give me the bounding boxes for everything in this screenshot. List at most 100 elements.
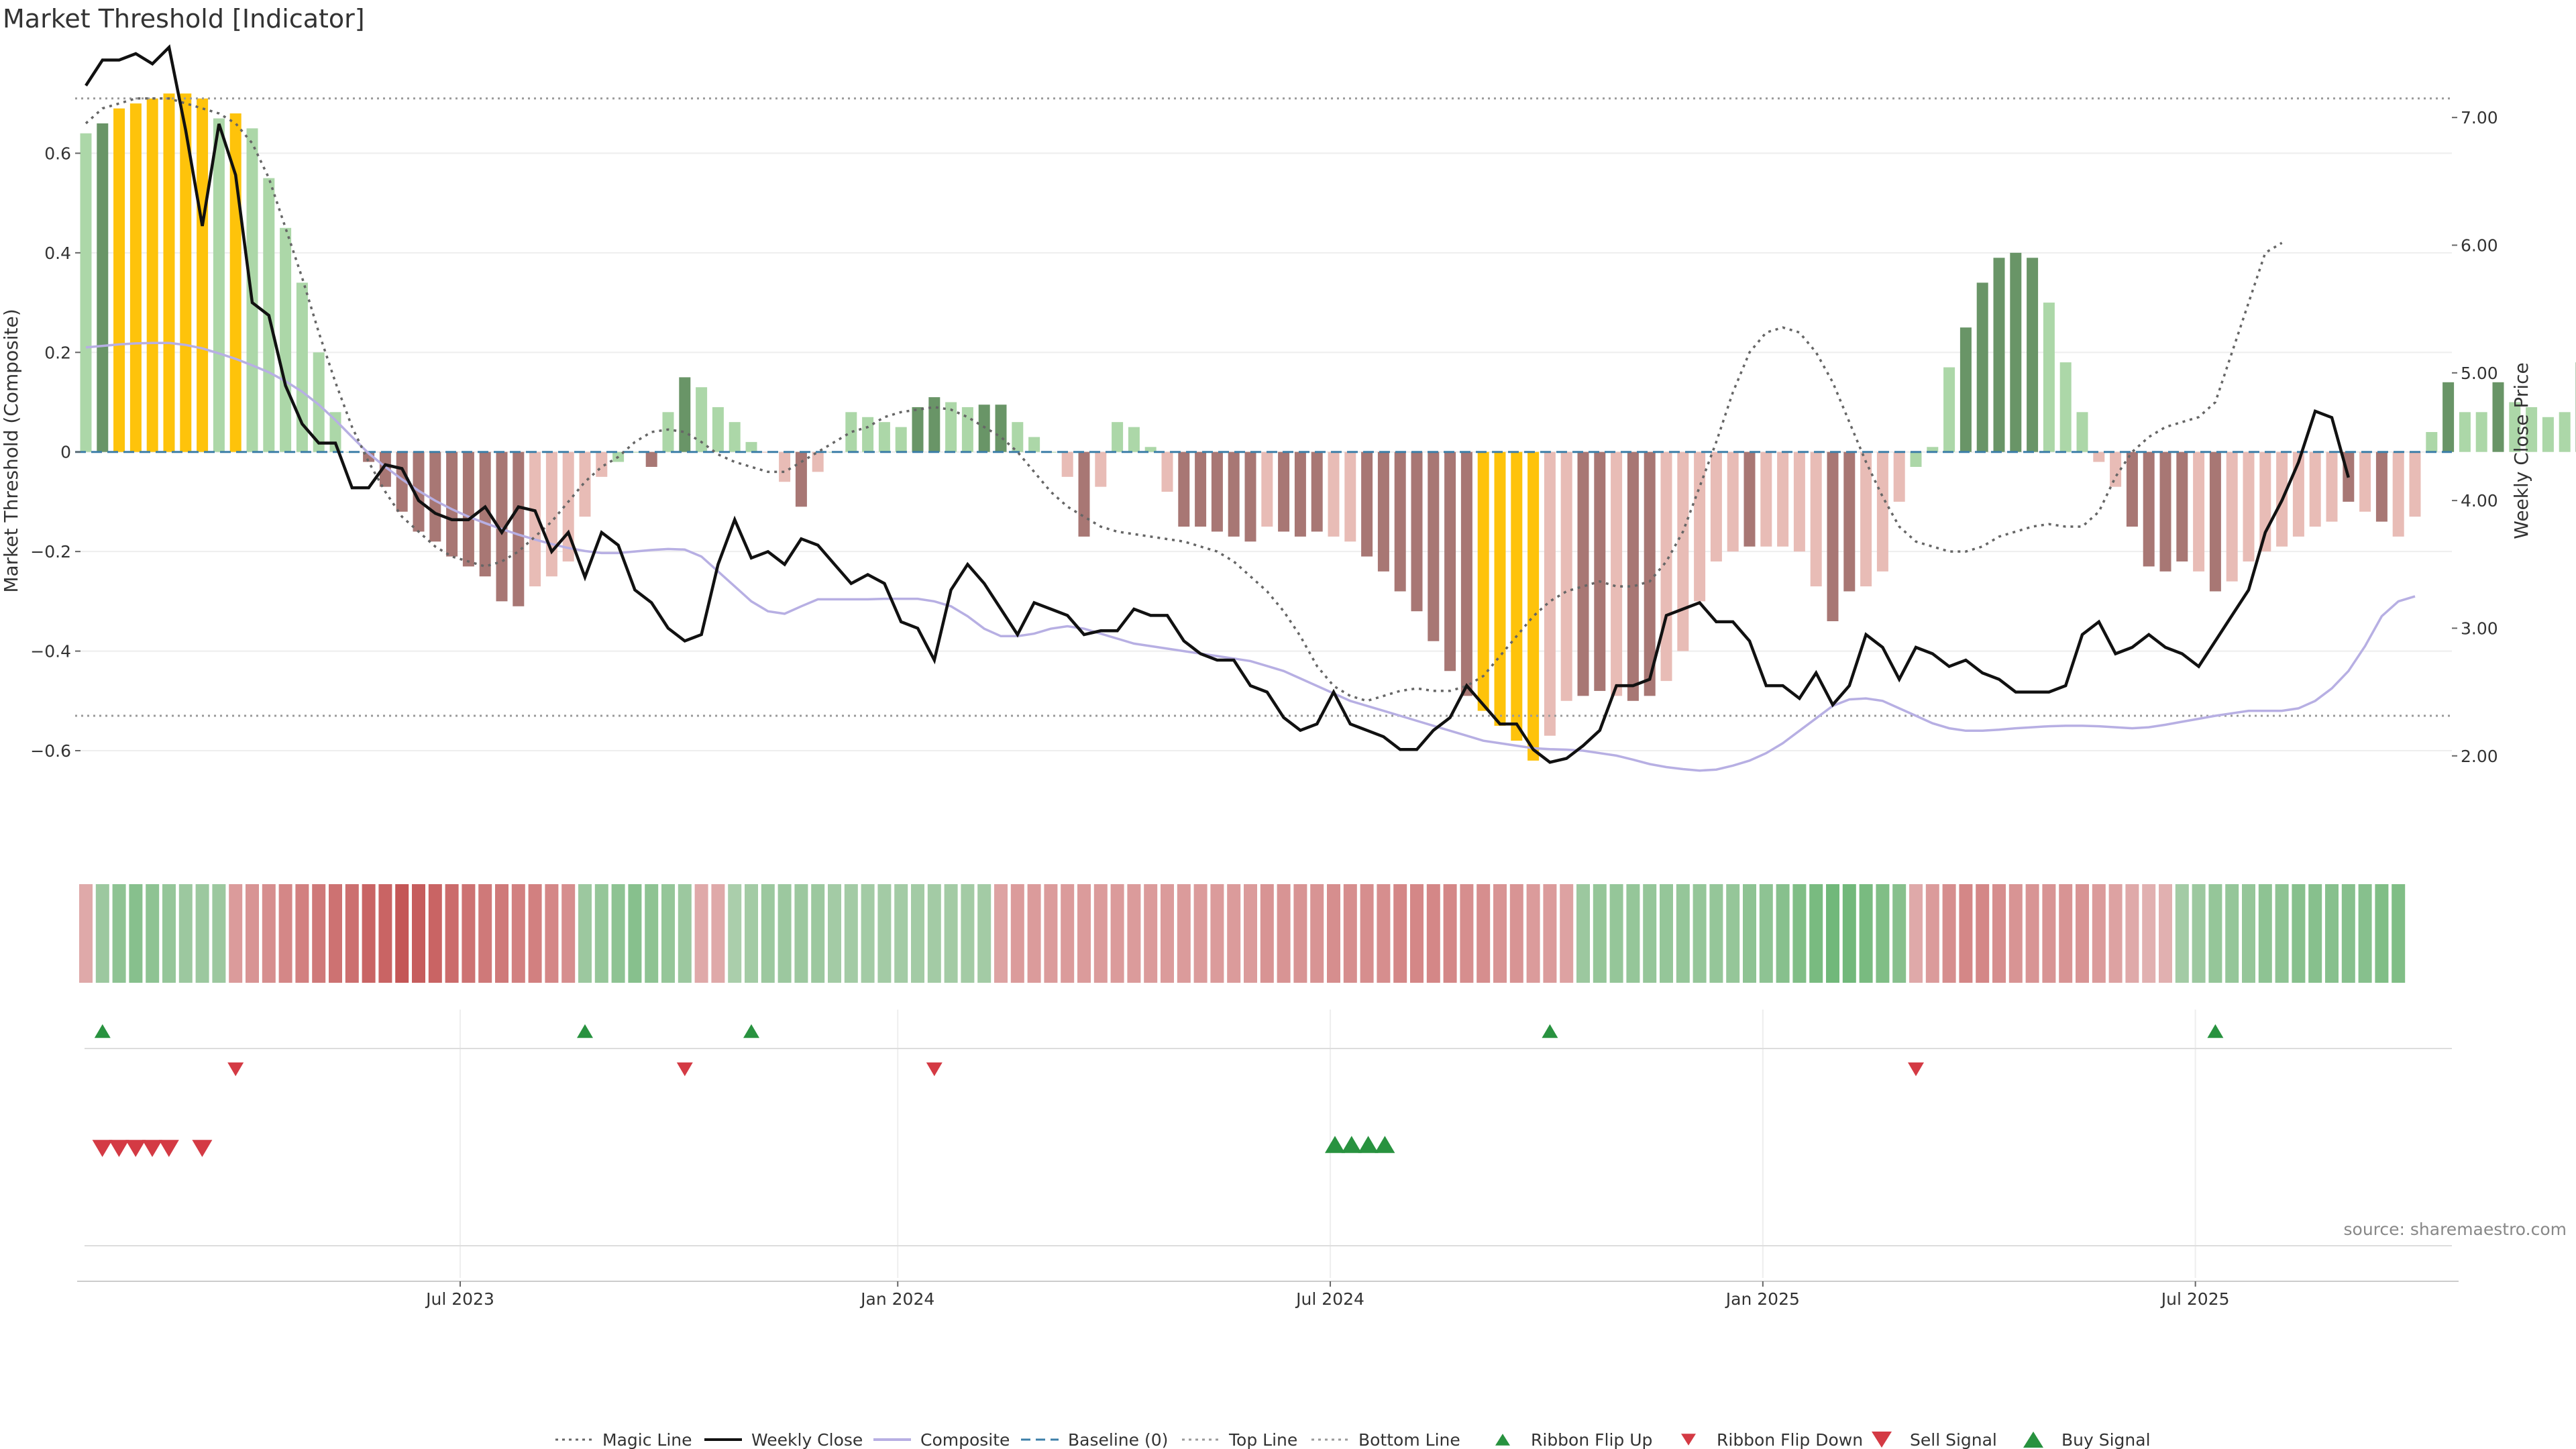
legend-label: Bottom Line (1358, 1430, 1460, 1449)
buy-signal-marker (1375, 1136, 1395, 1153)
threshold-bar (629, 451, 641, 453)
ribbon-cell (728, 884, 742, 983)
ribbon-cell (2025, 884, 2039, 983)
threshold-bar (745, 441, 757, 452)
ribbon-cell (1876, 884, 1890, 983)
ribbon-cell (1293, 884, 1307, 983)
ribbon-cell (528, 884, 542, 983)
legend-item: Buy Signal (2023, 1430, 2151, 1449)
buy-signal-marker (1341, 1136, 1362, 1153)
y-tick-label: −0.6 (30, 741, 71, 761)
ribbon-cell (2192, 884, 2206, 983)
threshold-bar (995, 405, 1007, 452)
ribbon-cell (462, 884, 476, 983)
ribbon-cell (611, 884, 625, 983)
ribbon-cell (1560, 884, 1574, 983)
ribbon-cell (1609, 884, 1623, 983)
legend-item: Top Line (1182, 1430, 1297, 1449)
ribbon-cell (1027, 884, 1041, 983)
threshold-bar (1511, 451, 1523, 741)
legend-item: Sell Signal (1872, 1430, 1997, 1449)
ribbon-cell (428, 884, 442, 983)
y2-tick-label: 4.00 (2461, 491, 2498, 511)
ribbon-cell (1127, 884, 1141, 983)
ribbon-cell (511, 884, 525, 983)
y2-axis-label: Weekly Close Price (2510, 362, 2532, 539)
ribbon-cell (1177, 884, 1191, 983)
threshold-bar (246, 128, 258, 452)
ribbon-cell (1842, 884, 1856, 983)
threshold-bar (113, 108, 125, 452)
ribbon-cell (212, 884, 226, 983)
sell-signal-marker (192, 1140, 213, 1157)
ribbon-cell (1826, 884, 1839, 983)
threshold-bar (163, 93, 175, 452)
ribbon-cell (545, 884, 559, 983)
threshold-bar (146, 98, 158, 452)
threshold-bar (1810, 451, 1822, 587)
threshold-bar (928, 397, 941, 452)
ribbon-cell (961, 884, 975, 983)
threshold-bar (296, 282, 308, 452)
threshold-bar (1078, 451, 1090, 537)
ribbon-cell (2008, 884, 2023, 983)
threshold-bar (1943, 367, 1955, 452)
ribbon-cell (1509, 884, 1523, 983)
ribbon-cell (1377, 884, 1391, 983)
threshold-bar (1228, 451, 1240, 537)
ribbon-cell (1859, 884, 1873, 983)
threshold-bar (696, 387, 708, 452)
ribbon-cell (1743, 884, 1756, 983)
y-tick-label: 0 (60, 443, 71, 462)
threshold-bar (2110, 451, 2122, 487)
ribbon-cell (395, 884, 409, 983)
ribbon-flip-down-marker (227, 1062, 244, 1077)
ribbon-cell (1759, 884, 1773, 983)
ribbon-cell (661, 884, 675, 983)
ribbon-cell (146, 884, 160, 983)
threshold-bar (1411, 451, 1423, 612)
ribbon-cell (1210, 884, 1224, 983)
ribbon-cell (1792, 884, 1807, 983)
threshold-bar (545, 451, 557, 577)
ribbon-cell (1327, 884, 1340, 983)
threshold-bar (97, 123, 109, 452)
threshold-bar (1294, 451, 1306, 537)
ribbon-cell (2325, 884, 2339, 983)
threshold-bar (1644, 451, 1656, 696)
threshold-bar (1843, 451, 1856, 592)
ribbon-cell (1693, 884, 1707, 983)
ribbon-cell (2392, 884, 2406, 983)
ribbon-cell (911, 884, 924, 983)
ribbon-cell (178, 884, 193, 983)
ribbon-cell (1493, 884, 1507, 983)
ribbon-cell (694, 884, 708, 983)
threshold-bar (2043, 303, 2055, 452)
threshold-bar (1278, 451, 1290, 532)
threshold-bar (2027, 258, 2039, 452)
threshold-bar (313, 352, 325, 452)
ribbon-cell (1061, 884, 1075, 983)
threshold-bar (1444, 451, 1456, 672)
ribbon-cell (745, 884, 758, 983)
threshold-bar (712, 407, 724, 452)
y2-tick-label: 6.00 (2461, 235, 2498, 255)
threshold-bar (2559, 412, 2571, 452)
x-tick-label: Jul 2023 (425, 1289, 494, 1309)
ribbon-cell (1643, 884, 1657, 983)
legend-marker (1872, 1432, 1892, 1448)
threshold-bar (1577, 451, 1589, 696)
ribbon-cell (2375, 884, 2389, 983)
sell-signal-marker (125, 1140, 146, 1157)
threshold-bar (2076, 412, 2088, 452)
legend-item: Composite (873, 1430, 1010, 1449)
threshold-bar (2143, 451, 2155, 567)
threshold-bar (862, 417, 874, 452)
y-tick-label: 0.6 (44, 144, 71, 163)
threshold-bar (2326, 451, 2338, 522)
threshold-bar (1311, 451, 1323, 532)
sell-signal-marker (109, 1140, 129, 1157)
y-tick-label: 0.4 (44, 244, 71, 263)
legend-label: Top Line (1228, 1430, 1297, 1449)
threshold-bar (1428, 451, 1440, 641)
